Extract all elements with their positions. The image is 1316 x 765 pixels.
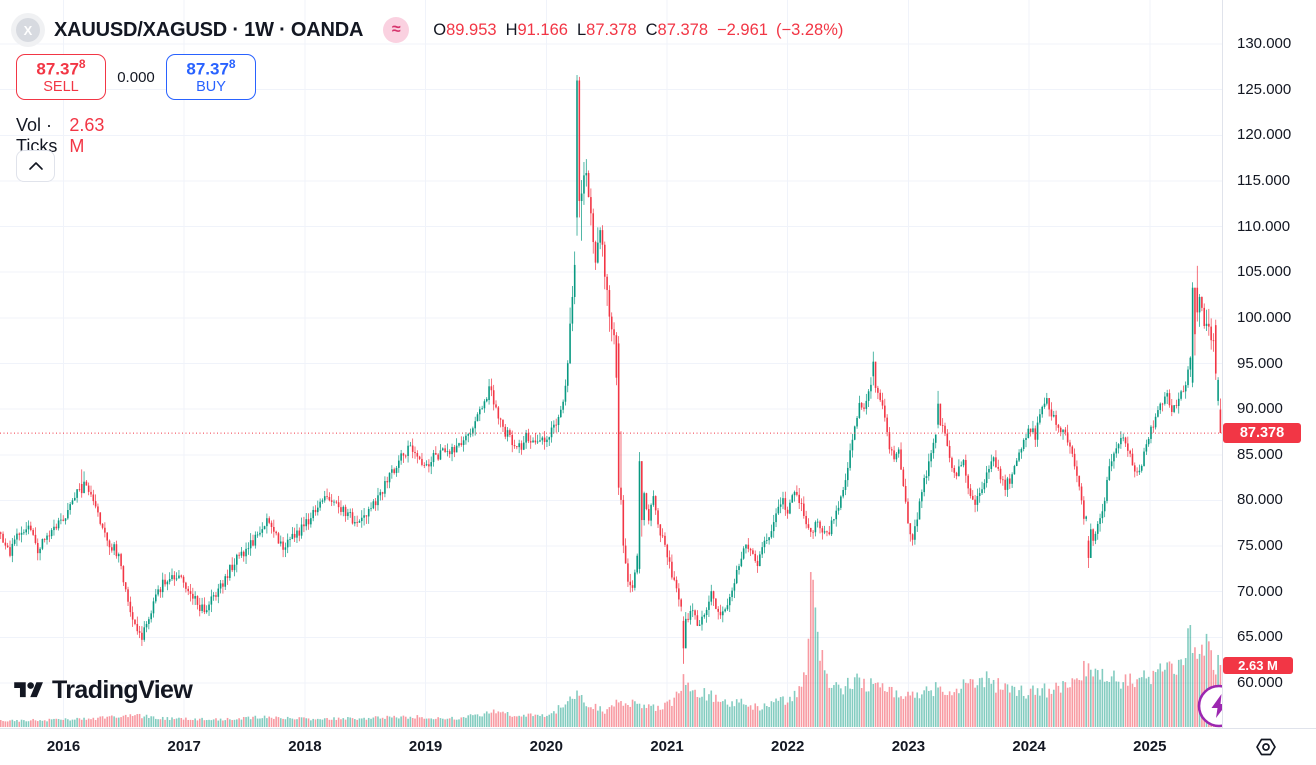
open-label: O xyxy=(433,20,447,39)
time-tick-label: 2020 xyxy=(529,738,563,755)
time-tick-label: 2023 xyxy=(891,738,926,755)
price-tick-label: 75.000 xyxy=(1237,537,1283,555)
symbol-row: X XAUUSD/XAGUSD · 1W · OANDA ≈ O 89.953 … xyxy=(16,10,843,50)
buy-price-sup: 8 xyxy=(228,57,236,72)
price-tick-label: 90.000 xyxy=(1237,400,1283,418)
price-tick-label: 95.000 xyxy=(1237,354,1283,372)
symbol-logo: X xyxy=(16,18,40,42)
symbol-title[interactable]: XAUUSD/XAGUSD · 1W · OANDA xyxy=(54,18,364,41)
high-label: H xyxy=(505,20,518,39)
buy-label: BUY xyxy=(196,79,226,96)
sell-price: 87.37 xyxy=(36,59,79,79)
trade-buttons-row: 87.378 SELL 0.000 87.378 BUY xyxy=(16,54,256,100)
time-tick-label: 2017 xyxy=(167,738,201,755)
high-value: 91.166 xyxy=(517,20,568,39)
tradingview-mark-icon xyxy=(14,682,43,698)
time-axis[interactable]: 2016 2017 2018 2019 2020 2021 2022 2023 2024 2025 xyxy=(0,728,1316,765)
candlestick-chart[interactable] xyxy=(0,0,1222,728)
settings-gear-icon[interactable] xyxy=(1254,736,1278,763)
sell-label: SELL xyxy=(43,79,79,96)
price-axis[interactable]: 87.378 2.63 M 130.000 125.000 120.000 115.0… xyxy=(1222,0,1316,728)
price-tick-label: 100.000 xyxy=(1237,308,1292,326)
price-tick-label: 110.000 xyxy=(1237,217,1291,235)
sell-button[interactable]: 87.378 SELL xyxy=(16,54,106,100)
price-tick-label: 80.000 xyxy=(1237,491,1283,509)
time-tick-label: 2018 xyxy=(288,738,322,755)
market-status-icon[interactable]: ≈ xyxy=(383,17,410,43)
time-tick-label: 2025 xyxy=(1133,738,1167,755)
change-value: −2.961 xyxy=(717,20,768,39)
volume-indicator-value: 2.63 M xyxy=(69,115,105,156)
open-value: 89.953 xyxy=(446,20,497,39)
low-value: 87.378 xyxy=(586,20,637,39)
low-label: L xyxy=(576,20,587,39)
price-tick-label: 85.000 xyxy=(1237,445,1283,463)
price-tick-label: 120.000 xyxy=(1237,126,1292,144)
price-tick-label: 125.000 xyxy=(1237,80,1292,98)
buy-button[interactable]: 87.378 BUY xyxy=(166,54,256,100)
price-tick-label: 60.000 xyxy=(1237,674,1283,691)
ohlc-values: O 89.953 H 91.166 L 87.378 C 87.378 −2.9… xyxy=(433,21,843,40)
last-price-badge: 87.378 xyxy=(1223,423,1301,444)
price-tick-label: 70.000 xyxy=(1237,582,1283,600)
volume-histogram xyxy=(0,572,1222,727)
change-percent: (−3.28%) xyxy=(775,20,844,39)
price-tick-label: 65.000 xyxy=(1237,628,1283,646)
gear-icon xyxy=(1256,738,1276,756)
price-tick-label: 105.000 xyxy=(1237,263,1292,281)
time-tick-label: 2019 xyxy=(408,738,443,755)
sell-price-sup: 8 xyxy=(78,57,86,72)
price-tick-label: 115.000 xyxy=(1237,171,1291,189)
tradingview-logo[interactable]: TradingView xyxy=(14,676,193,705)
tradingview-logo-text: TradingView xyxy=(52,676,193,704)
price-tick-label: 130.000 xyxy=(1237,35,1292,52)
volume-badge: 2.63 M xyxy=(1223,656,1293,674)
buy-price: 87.37 xyxy=(186,59,229,79)
grid-lines xyxy=(0,0,1222,728)
close-value: 87.378 xyxy=(657,20,709,39)
candles xyxy=(0,75,1222,664)
time-tick-label: 2022 xyxy=(771,738,805,755)
collapse-button[interactable] xyxy=(16,150,55,182)
time-tick-label: 2021 xyxy=(650,738,684,755)
chevron-up-icon xyxy=(28,162,43,170)
time-tick-label: 2024 xyxy=(1012,738,1046,755)
spread-value: 0.000 xyxy=(117,68,155,86)
time-tick-label: 2016 xyxy=(46,738,81,755)
close-label: C xyxy=(645,20,658,39)
